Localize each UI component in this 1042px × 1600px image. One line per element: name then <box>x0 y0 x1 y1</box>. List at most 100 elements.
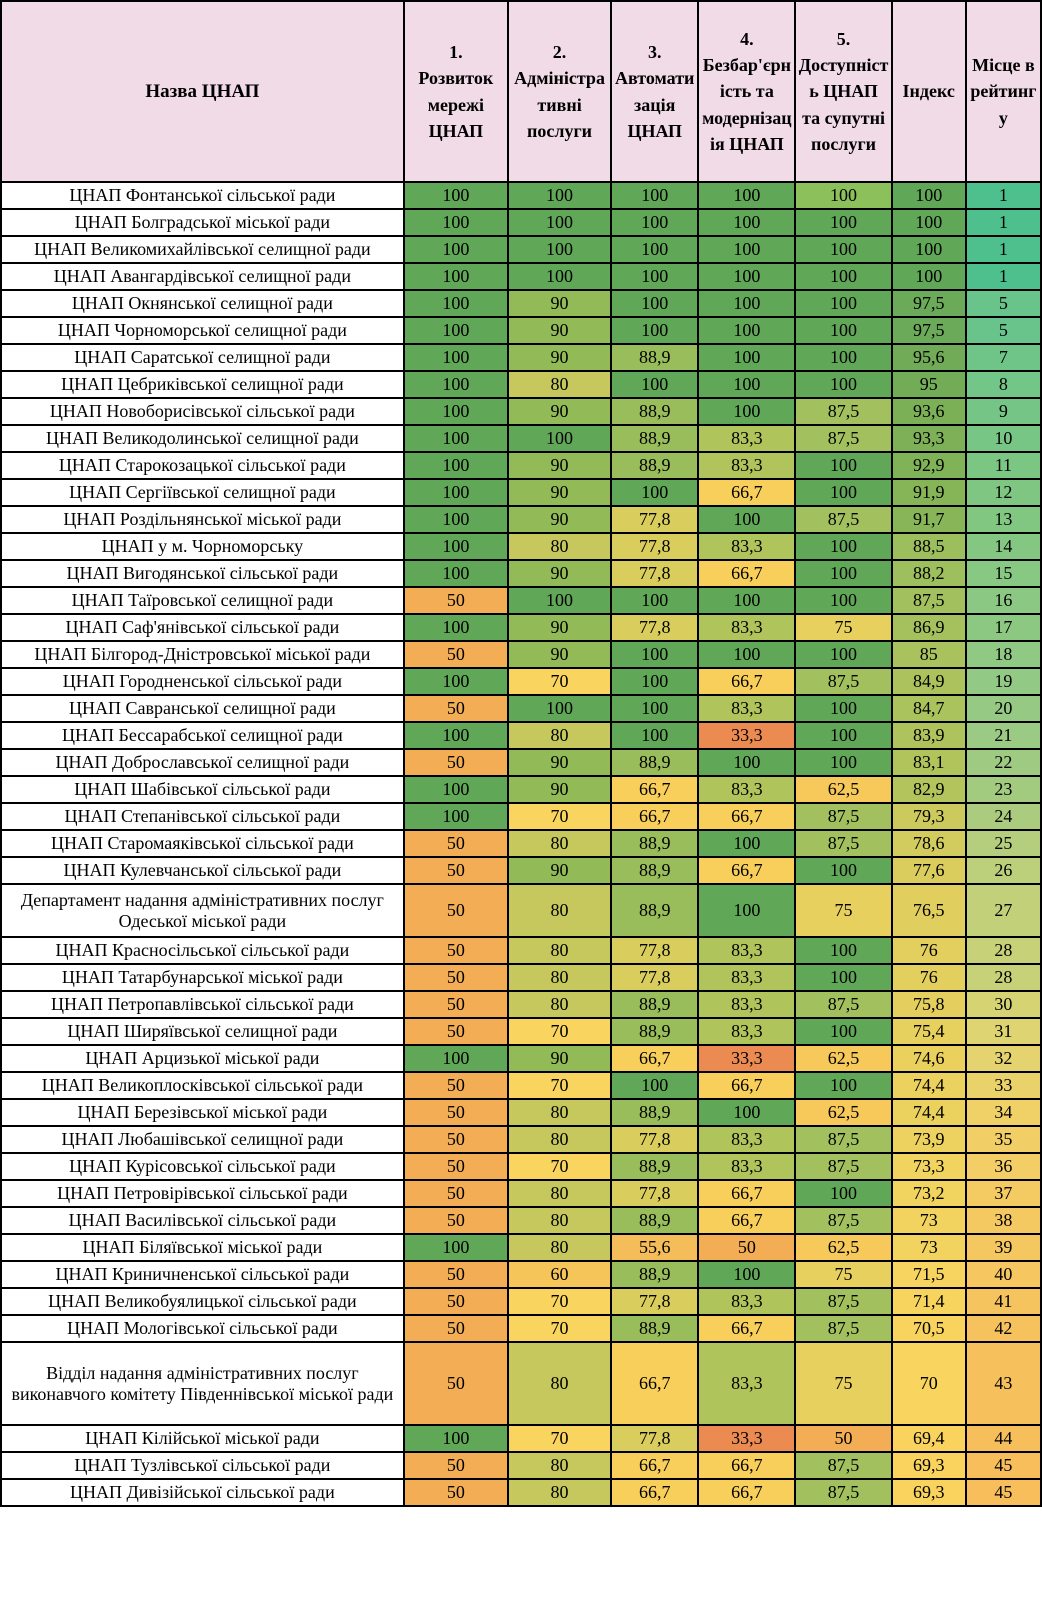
score-cell: 100 <box>610 262 700 291</box>
table-row: ЦНАП Кулевчанської сільської ради 50 90 88,… <box>0 856 1042 885</box>
score-cell: 100 <box>697 505 797 534</box>
column-label: Автоматизація ЦНАП <box>615 68 695 141</box>
place-cell: 26 <box>964 856 1042 885</box>
cnap-name-cell: ЦНАП Окнянської селищної ради <box>0 289 405 318</box>
place-cell: 5 <box>964 289 1042 318</box>
score-cell: 62,5 <box>794 775 893 804</box>
score-cell: 87,5 <box>794 667 893 696</box>
cnap-name-cell: ЦНАП Роздільнянської міської ради <box>0 505 405 534</box>
place-cell: 10 <box>964 424 1042 453</box>
score-cell: 88,9 <box>610 397 700 426</box>
score-cell: 90 <box>506 640 613 669</box>
score-cell: 90 <box>506 478 613 507</box>
cnap-name-cell: ЦНАП Петропавлівської сільської ради <box>0 990 405 1019</box>
score-cell: 33,3 <box>697 1424 797 1453</box>
place-cell: 20 <box>964 694 1042 723</box>
index-cell: 83,9 <box>890 721 967 750</box>
index-cell: 91,7 <box>890 505 967 534</box>
score-cell: 100 <box>794 208 893 237</box>
table-row: ЦНАП Березівської міської ради 50 80 88,9 10… <box>0 1098 1042 1127</box>
cnap-name-cell: ЦНАП Шабівської сільської ради <box>0 775 405 804</box>
cnap-name-cell: ЦНАП Красносільської сільської ради <box>0 936 405 965</box>
score-cell: 50 <box>402 1478 509 1507</box>
score-cell: 88,9 <box>610 1206 700 1235</box>
cnap-name-cell: ЦНАП Великоплосківської сільської ради <box>0 1071 405 1100</box>
score-cell: 100 <box>697 883 797 938</box>
score-cell: 100 <box>402 667 509 696</box>
cnap-name-cell: Департамент надання адміністративних пос… <box>0 883 405 938</box>
index-cell: 75,8 <box>890 990 967 1019</box>
score-cell: 50 <box>402 1260 509 1289</box>
score-cell: 75 <box>794 1260 893 1289</box>
score-cell: 50 <box>402 1451 509 1480</box>
score-cell: 100 <box>402 343 509 372</box>
index-cell: 95,6 <box>890 343 967 372</box>
score-cell: 100 <box>402 289 509 318</box>
place-cell: 34 <box>964 1098 1042 1127</box>
table-row: ЦНАП Авангардівської селищної ради 100 100… <box>0 262 1042 291</box>
header-row: Назва ЦНАП 1. Розвиток мережі ЦНАП 2. Адмі… <box>0 0 1042 183</box>
place-cell: 9 <box>964 397 1042 426</box>
place-cell: 45 <box>964 1478 1042 1507</box>
score-cell: 33,3 <box>697 1044 797 1073</box>
place-cell: 7 <box>964 343 1042 372</box>
place-cell: 44 <box>964 1424 1042 1453</box>
index-cell: 76 <box>890 936 967 965</box>
score-cell: 100 <box>402 559 509 588</box>
place-cell: 16 <box>964 586 1042 615</box>
table-body: ЦНАП Фонтанської сільської ради 100 100 100… <box>0 181 1042 1507</box>
score-cell: 66,7 <box>610 1341 700 1426</box>
rating-table: Назва ЦНАП 1. Розвиток мережі ЦНАП 2. Адмі… <box>0 0 1042 1507</box>
cnap-name-cell: ЦНАП Криничненської сільської ради <box>0 1260 405 1289</box>
score-cell: 90 <box>506 397 613 426</box>
cnap-name-cell: ЦНАП Петровірівської сільської ради <box>0 1179 405 1208</box>
score-cell: 50 <box>402 936 509 965</box>
score-cell: 100 <box>697 586 797 615</box>
index-cell: 93,6 <box>890 397 967 426</box>
column-header-name: Назва ЦНАП <box>0 0 405 183</box>
score-cell: 87,5 <box>794 424 893 453</box>
score-cell: 100 <box>610 694 700 723</box>
table-row: ЦНАП Чорноморської селищної ради 100 90 100… <box>0 316 1042 345</box>
score-cell: 83,3 <box>697 936 797 965</box>
score-cell: 87,5 <box>794 1152 893 1181</box>
score-cell: 100 <box>794 936 893 965</box>
score-cell: 83,3 <box>697 775 797 804</box>
score-cell: 100 <box>697 343 797 372</box>
score-cell: 66,7 <box>610 1478 700 1507</box>
index-cell: 70,5 <box>890 1314 967 1343</box>
cnap-name-cell: ЦНАП Арцизької міської ради <box>0 1044 405 1073</box>
cnap-name-cell: ЦНАП Цебриківської селищної ради <box>0 370 405 399</box>
column-header-automation: 3. Автоматизація ЦНАП <box>610 0 700 183</box>
table-row: ЦНАП Білгород-Дністровської міської ради… <box>0 640 1042 669</box>
place-cell: 45 <box>964 1451 1042 1480</box>
column-label: Розвиток мережі ЦНАП <box>418 68 494 141</box>
score-cell: 88,9 <box>610 990 700 1019</box>
cnap-name-cell: ЦНАП Новоборисівської сільської ради <box>0 397 405 426</box>
table-row: ЦНАП Вигодянської сільської ради 100 90 77,… <box>0 559 1042 588</box>
score-cell: 100 <box>506 586 613 615</box>
score-cell: 50 <box>402 748 509 777</box>
place-cell: 38 <box>964 1206 1042 1235</box>
score-cell: 100 <box>794 586 893 615</box>
place-cell: 41 <box>964 1287 1042 1316</box>
score-cell: 66,7 <box>697 559 797 588</box>
score-cell: 83,3 <box>697 1125 797 1154</box>
place-cell: 37 <box>964 1179 1042 1208</box>
score-cell: 100 <box>610 667 700 696</box>
score-cell: 66,7 <box>697 1179 797 1208</box>
score-cell: 87,5 <box>794 1478 893 1507</box>
score-cell: 80 <box>506 1478 613 1507</box>
table-row: ЦНАП Мологівської сільської ради 50 70 88,9… <box>0 1314 1042 1343</box>
column-label: Адміністративні послуги <box>514 68 605 141</box>
table-row: ЦНАП Саф'янівської сільської ради 100 90 77… <box>0 613 1042 642</box>
cnap-name-cell: ЦНАП Великомихайлівської селищної ради <box>0 235 405 264</box>
score-cell: 100 <box>402 775 509 804</box>
cnap-name-cell: ЦНАП Городненської сільської ради <box>0 667 405 696</box>
score-cell: 100 <box>697 748 797 777</box>
score-cell: 100 <box>610 181 700 210</box>
score-cell: 100 <box>402 505 509 534</box>
table-header: Назва ЦНАП 1. Розвиток мережі ЦНАП 2. Адмі… <box>0 0 1042 183</box>
cnap-name-cell: ЦНАП Саратської селищної ради <box>0 343 405 372</box>
score-cell: 88,9 <box>610 343 700 372</box>
